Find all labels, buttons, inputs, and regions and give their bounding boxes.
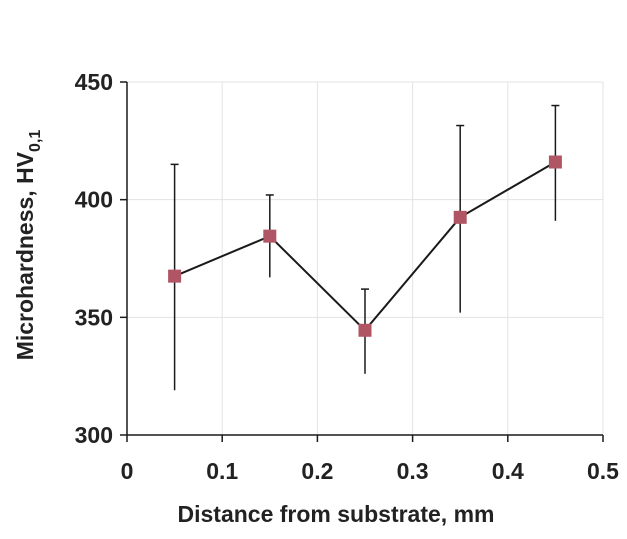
x-tick-label: 0.4: [492, 458, 524, 484]
y-axis-title-main: Microhardness, HV: [12, 151, 38, 360]
x-tick-label: 0.5: [587, 458, 619, 484]
tick-labels: 0 0.1 0.2 0.3 0.4 0.5 300 350 400 450: [75, 69, 620, 484]
data-point: [453, 210, 467, 224]
y-axis-title: Microhardness, HV0,1: [12, 130, 44, 361]
data-series: [168, 104, 562, 391]
y-tick-label: 350: [75, 304, 113, 330]
axes: [120, 81, 604, 442]
x-tick-label: 0.1: [206, 458, 238, 484]
y-axis-title-subscript: 0,1: [27, 130, 44, 152]
x-tick-label: 0: [121, 458, 134, 484]
data-point: [263, 229, 277, 243]
data-point: [358, 323, 372, 337]
y-tick-label: 450: [75, 69, 113, 95]
data-point: [168, 269, 182, 283]
x-tick-label: 0.2: [301, 458, 333, 484]
y-tick-label: 300: [75, 422, 113, 448]
x-tick-label: 0.3: [397, 458, 429, 484]
y-tick-label: 400: [75, 187, 113, 213]
data-point: [548, 155, 562, 169]
x-axis-title: Distance from substrate, mm: [178, 501, 495, 527]
